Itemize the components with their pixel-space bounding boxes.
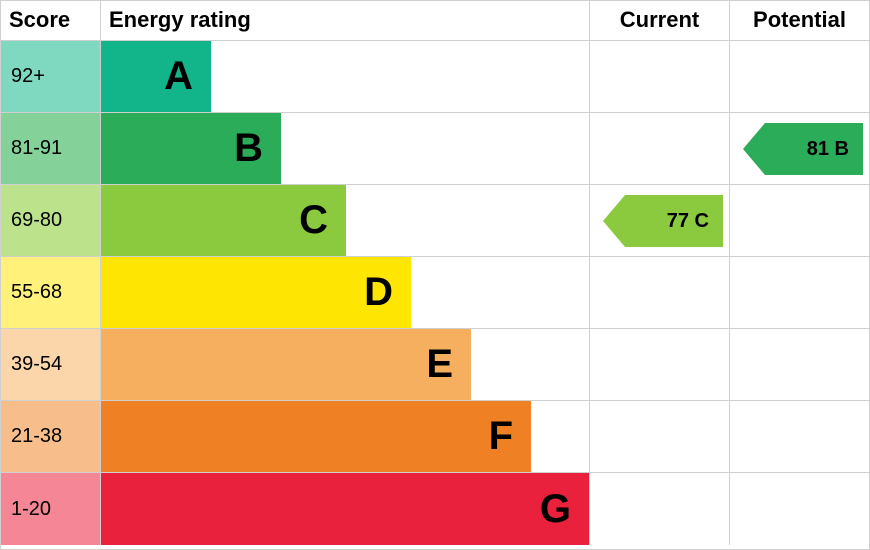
current-cell [589,401,729,472]
rating-row-d: 55-68 D [1,257,869,329]
rating-letter: E [426,342,471,387]
rating-bar-a: A [101,41,211,112]
rating-letter: C [299,198,346,243]
bar-cell: F [101,401,589,472]
potential-cell: 81 B [729,113,869,184]
bar-fill [101,401,531,472]
potential-cell [729,41,869,112]
score-cell: 39-54 [1,329,101,400]
rating-bar-d: D [101,257,411,328]
rating-row-a: 92+ A [1,41,869,113]
rating-row-e: 39-54 E [1,329,869,401]
bar-cell: E [101,329,589,400]
score-cell: 92+ [1,41,101,112]
score-cell: 55-68 [1,257,101,328]
bar-cell: C [101,185,589,256]
header-row: Score Energy rating Current Potential [1,1,869,41]
rating-bar-c: C [101,185,346,256]
score-cell: 21-38 [1,401,101,472]
current-cell [589,473,729,545]
potential-cell [729,257,869,328]
potential-pointer: 81 B [743,123,863,175]
potential-label: 81 B [807,138,849,161]
score-cell: 1-20 [1,473,101,545]
bar-fill [101,329,471,400]
rating-letter: B [234,126,281,171]
energy-rating-chart: Score Energy rating Current Potential 92… [0,0,870,550]
rating-bar-b: B [101,113,281,184]
bar-fill [101,473,589,545]
current-pointer: 77 C [603,195,723,247]
current-cell: 77 C [589,185,729,256]
potential-cell [729,185,869,256]
current-cell [589,329,729,400]
potential-cell [729,473,869,545]
bar-cell: A [101,41,589,112]
rating-letter: A [164,54,211,99]
rating-letter: D [364,270,411,315]
bar-cell: D [101,257,589,328]
rating-bar-g: G [101,473,589,545]
bar-cell: G [101,473,589,545]
current-cell [589,41,729,112]
potential-cell [729,329,869,400]
rating-row-g: 1-20 G [1,473,869,545]
rating-row-b: 81-91 B 81 B [1,113,869,185]
rating-letter: G [540,487,589,532]
current-label: 77 C [667,210,709,233]
rating-row-f: 21-38 F [1,401,869,473]
score-cell: 69-80 [1,185,101,256]
potential-cell [729,401,869,472]
header-current: Current [589,1,729,40]
header-rating: Energy rating [101,1,589,40]
header-potential: Potential [729,1,869,40]
rating-row-c: 69-80 C 77 C [1,185,869,257]
current-cell [589,257,729,328]
bar-cell: B [101,113,589,184]
rating-rows: 92+ A 81-91 B 81 B 69-80 C 77 C 55-68 D 39-54 E 21-3… [1,41,869,545]
header-score: Score [1,1,101,40]
current-cell [589,113,729,184]
rating-bar-f: F [101,401,531,472]
score-cell: 81-91 [1,113,101,184]
rating-bar-e: E [101,329,471,400]
rating-letter: F [489,414,531,459]
